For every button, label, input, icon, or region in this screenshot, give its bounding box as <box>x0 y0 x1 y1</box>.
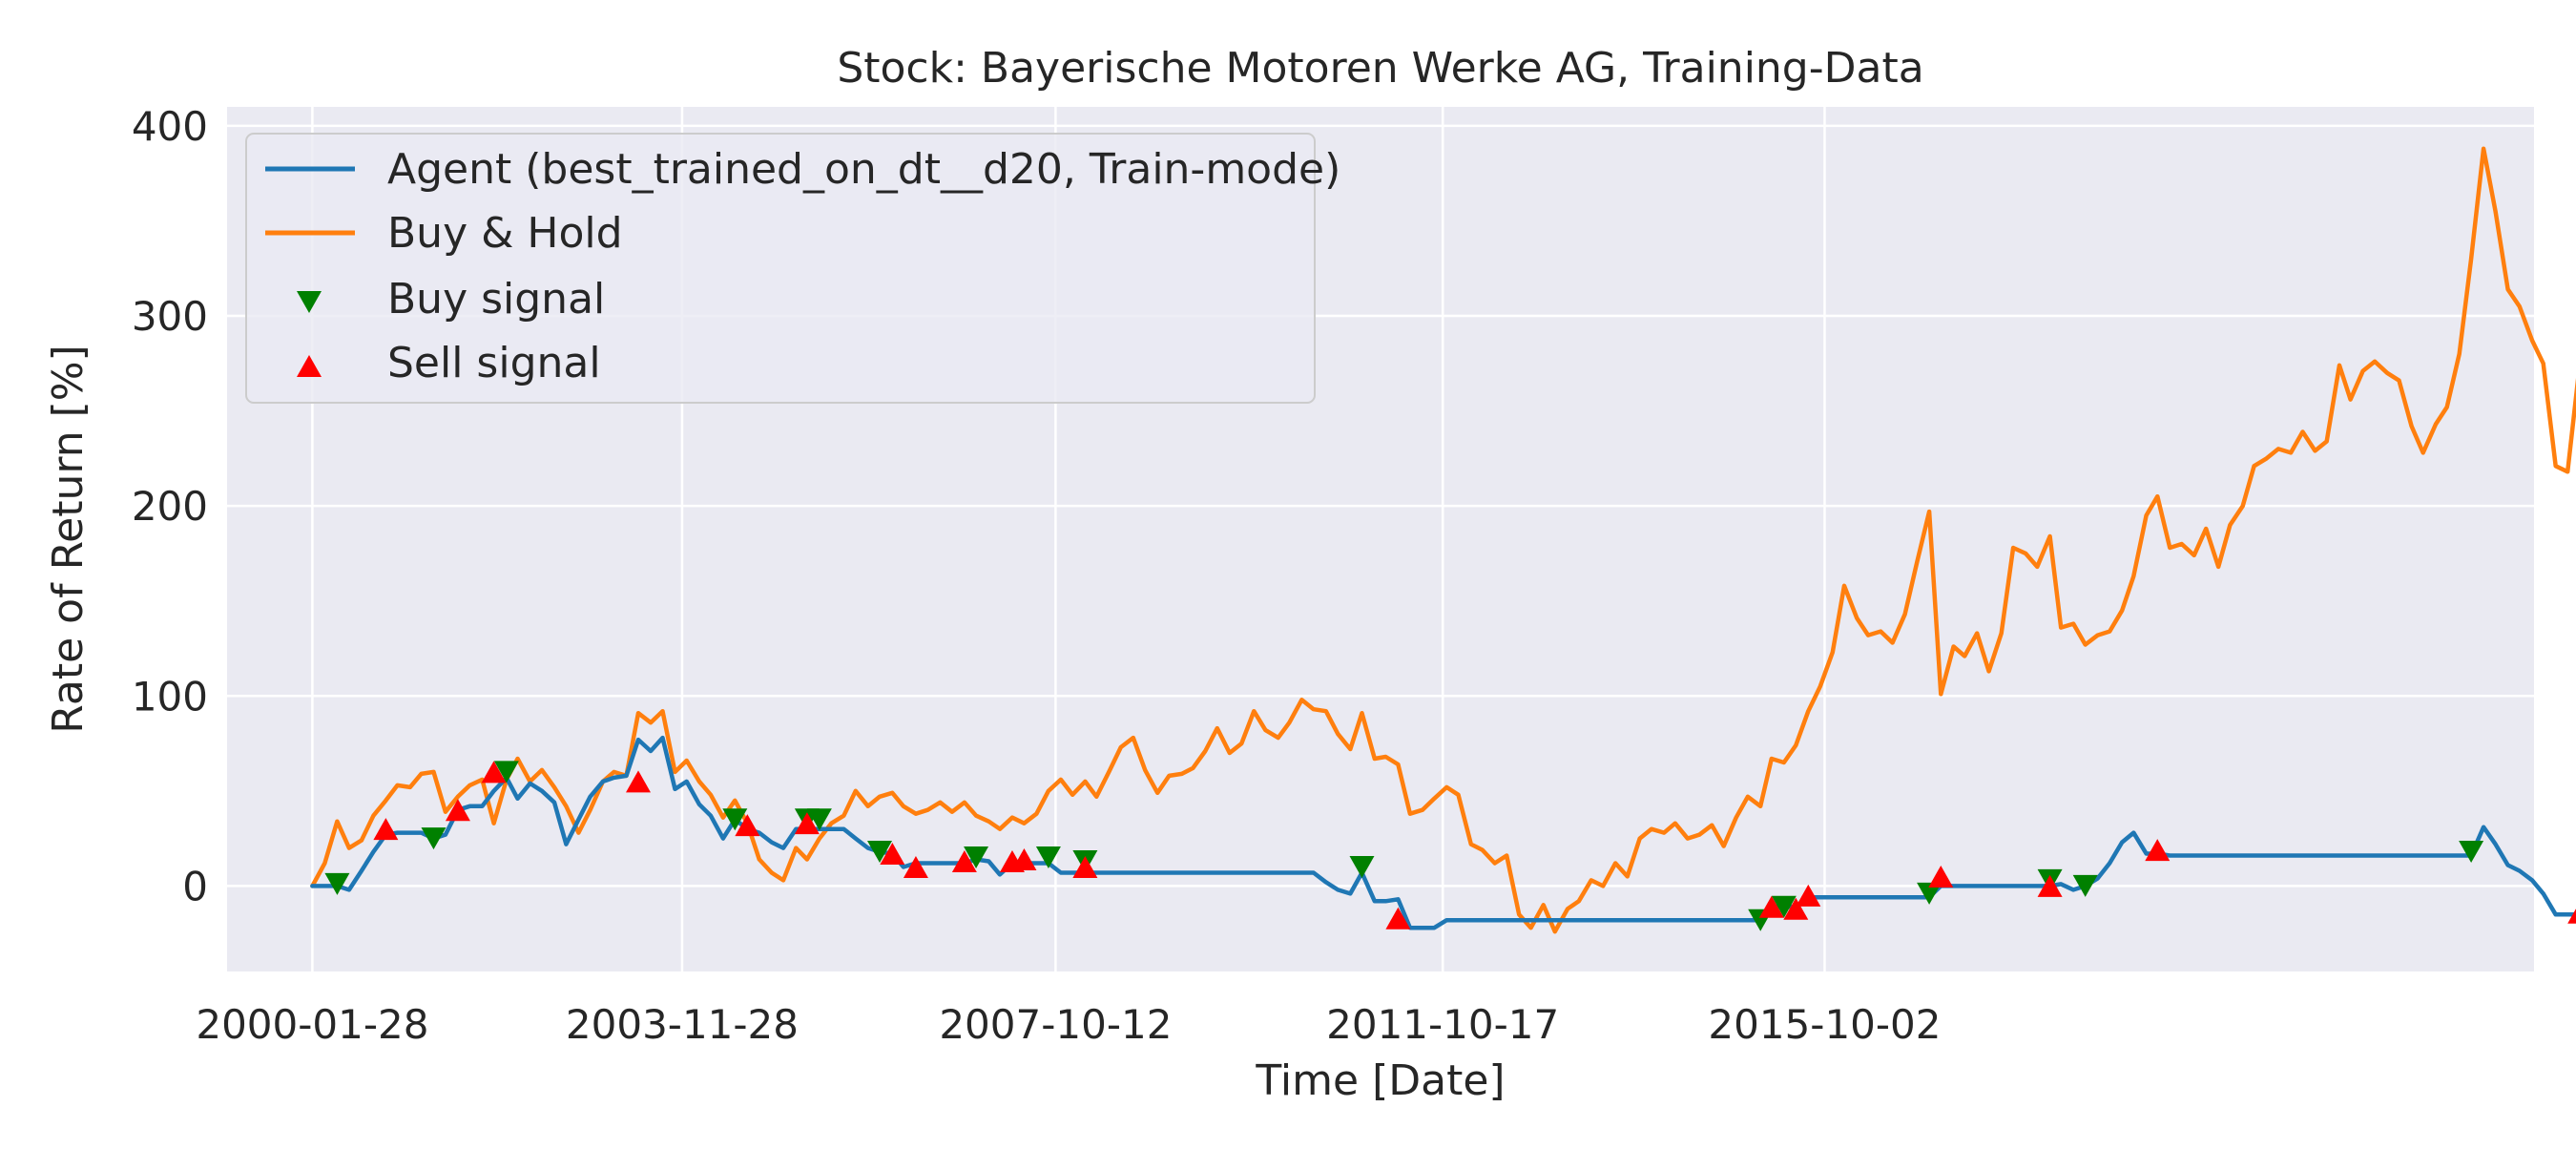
buy-signal-marker <box>1917 882 1942 905</box>
buy-signal-marker <box>806 808 832 831</box>
x-tick-label: 2015-10-02 <box>1708 1001 1941 1048</box>
sell-signal-marker <box>2145 839 2171 862</box>
x-axis-label: Time [Date] <box>1255 1056 1505 1105</box>
sell-signal-marker <box>2037 874 2063 897</box>
chart-title: Stock: Bayerische Motoren Werke AG, Trai… <box>837 44 1923 93</box>
buy-signal-marker <box>2072 874 2098 897</box>
legend-buy-signal-label: Buy signal <box>387 275 605 324</box>
buy-signal-marker <box>867 841 893 864</box>
legend-box <box>245 133 1316 404</box>
sell-signal-marker <box>445 799 470 822</box>
sell-signal-marker <box>373 818 399 841</box>
buy-signal-marker <box>964 846 989 869</box>
sell-signal-marker <box>951 850 977 873</box>
x-tick-label: 2011-10-17 <box>1326 1001 1559 1048</box>
y-tick-label: 0 <box>182 863 208 909</box>
sell-signal-marker <box>481 761 507 783</box>
x-tick-label: 2007-10-12 <box>939 1001 1172 1048</box>
sell-signal-marker <box>1783 897 1809 920</box>
buy-signal-marker <box>1035 846 1061 869</box>
sell-signal-marker <box>1385 907 1411 930</box>
sell-signal-marker <box>880 843 905 866</box>
buy-signal-marker <box>324 872 350 895</box>
legend-agent-label: Agent (best_trained_on_dt__d20, Train-mo… <box>387 145 1340 194</box>
legend-sell-signal-label: Sell signal <box>387 339 601 387</box>
buy-signal-marker <box>493 761 519 783</box>
legend: Agent (best_trained_on_dt__d20, Train-mo… <box>245 133 1340 404</box>
buy-signal-marker <box>1349 855 1375 878</box>
buy-hold-series-line <box>310 146 2576 934</box>
sell-signal-marker <box>1758 895 1784 918</box>
legend-buy-hold-label: Buy & Hold <box>387 209 623 258</box>
x-axis-ticks: 2000-01-28 2003-11-28 2007-10-12 2011-10-17… <box>196 1001 1941 1048</box>
sell-signal-marker <box>903 855 928 878</box>
sell-signal-marker <box>626 770 652 793</box>
sell-signal-marker <box>794 812 820 835</box>
buy-signal-marker <box>2459 841 2484 864</box>
y-tick-label: 400 <box>132 103 208 150</box>
y-axis-label: Rate of Return [%] <box>44 345 93 733</box>
sell-signal-marker <box>1796 884 1821 907</box>
buy-signal-marker <box>421 827 447 850</box>
sell-signal-marker <box>2567 909 2576 924</box>
x-tick-label: 2003-11-28 <box>566 1001 799 1048</box>
sell-signal-marker <box>735 814 760 837</box>
y-tick-label: 100 <box>132 673 208 720</box>
buy-signal-marker <box>722 808 748 831</box>
x-tick-label: 2000-01-28 <box>196 1001 428 1048</box>
legend-sell-signal-marker <box>297 355 322 377</box>
buy-signal-marker <box>1771 895 1797 918</box>
y-axis-ticks: 0 100 200 300 400 <box>132 103 208 909</box>
signal-markers <box>324 761 2576 931</box>
sell-signal-marker <box>1928 865 1954 888</box>
y-tick-label: 200 <box>132 483 208 530</box>
sell-signal-marker <box>1072 855 1098 878</box>
y-tick-label: 300 <box>132 293 208 340</box>
sell-signal-marker <box>1011 848 1037 871</box>
legend-buy-signal-marker <box>297 291 322 313</box>
